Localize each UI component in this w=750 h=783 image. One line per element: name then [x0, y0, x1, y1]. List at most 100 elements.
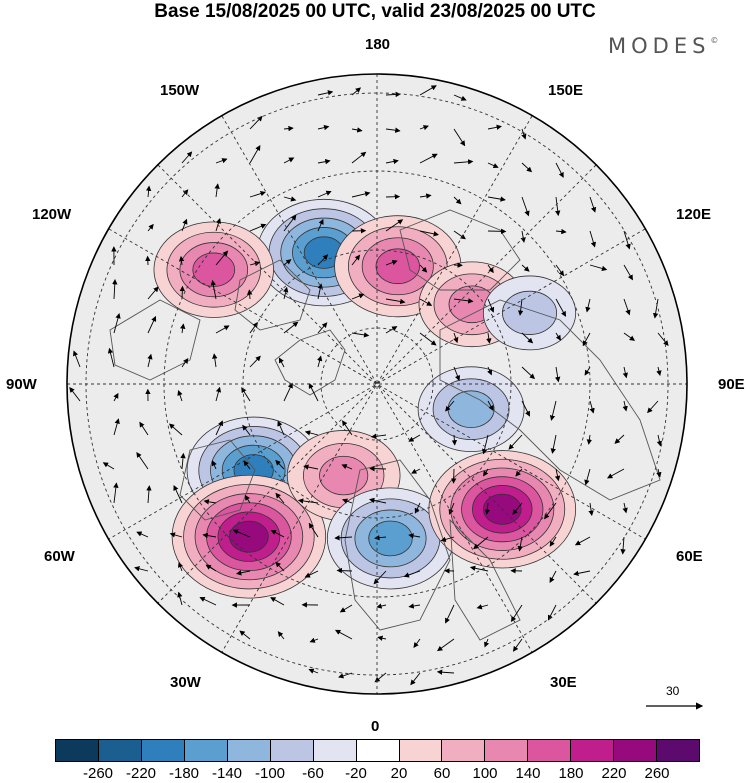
wind-vector — [411, 468, 421, 474]
anomaly-center — [326, 487, 455, 590]
wind-vector — [112, 278, 118, 300]
wind-vector — [419, 193, 432, 199]
wind-vector — [487, 264, 494, 274]
wind-vector — [484, 638, 490, 648]
wind-vector — [351, 332, 370, 338]
wind-vector — [102, 462, 115, 470]
wind-vector — [351, 254, 361, 266]
wind-vector — [512, 638, 523, 652]
wind-vector — [589, 264, 608, 272]
wind-vector — [652, 298, 659, 319]
anomaly-center — [153, 221, 274, 318]
colorbar-tick: 100 — [472, 765, 498, 782]
wind-vector — [403, 570, 421, 578]
colorbar-tick: -220 — [125, 765, 157, 782]
brand-mark: © — [710, 36, 719, 45]
wind-vector — [181, 151, 193, 164]
wind-vector — [555, 228, 567, 235]
wind-vector — [270, 529, 285, 538]
wind-vector — [487, 196, 506, 202]
wind-vector — [584, 468, 591, 486]
wind-vector — [181, 357, 189, 368]
wind-vector — [547, 604, 557, 621]
wind-vector — [215, 386, 222, 402]
wind-vector — [113, 392, 119, 402]
wind-vector — [370, 433, 387, 439]
wind-vector — [486, 332, 492, 344]
wind-vector — [342, 420, 353, 436]
wind-vector — [308, 382, 319, 402]
wind-vector — [521, 162, 533, 173]
wind-vector — [249, 223, 267, 232]
lon-label-120e: 120E — [676, 206, 712, 223]
wind-vector — [445, 604, 455, 624]
lon-label-150w: 150W — [160, 82, 200, 99]
wind-vector — [614, 434, 625, 444]
wind-vector — [235, 570, 251, 576]
lon-label-180: 180 — [365, 36, 391, 53]
wind-vector — [145, 185, 152, 198]
colorbar-swatch — [442, 740, 486, 761]
wind-vector — [487, 366, 493, 376]
wind-vector — [419, 153, 438, 164]
wind-vector — [451, 434, 458, 446]
colorbar-swatch — [98, 740, 142, 761]
wind-vector — [136, 451, 149, 470]
wind-vector — [385, 158, 399, 165]
anomaly-center — [482, 275, 577, 351]
wind-vector — [453, 366, 461, 381]
wind-vector — [622, 400, 628, 412]
wind-vector — [339, 604, 353, 613]
wind-vector — [205, 564, 217, 572]
wind-vector — [177, 561, 184, 572]
colorbar-swatch — [571, 740, 615, 761]
wind-vector — [249, 191, 266, 198]
wind-vector — [180, 323, 186, 334]
wind-vector — [623, 230, 631, 250]
wind-vector — [385, 219, 404, 232]
wind-vector — [377, 635, 387, 641]
wind-vector — [277, 420, 285, 436]
wind-vector — [334, 629, 353, 640]
lon-label-120w: 120W — [32, 206, 72, 223]
anomaly-contour — [502, 290, 558, 335]
anomaly-center — [417, 366, 525, 453]
reference-vector-label: 30 — [666, 684, 680, 698]
wind-vector — [249, 261, 261, 267]
wind-vector — [342, 498, 353, 504]
wind-vector — [113, 312, 121, 334]
wind-vector — [589, 230, 596, 248]
wind-vector-layer — [69, 85, 669, 686]
wind-vector — [549, 400, 557, 421]
wind-vector — [203, 499, 217, 505]
colorbar-tick: -60 — [302, 765, 324, 782]
wind-vector — [521, 128, 527, 140]
wind-vector — [622, 502, 628, 514]
wind-vector — [215, 325, 230, 334]
wind-vector — [243, 460, 251, 470]
colorbar-tick: -20 — [345, 765, 367, 782]
wind-vector — [574, 536, 591, 546]
wind-vector — [202, 532, 217, 539]
wind-vector — [244, 494, 251, 504]
wind-vector — [473, 536, 489, 550]
wind-vector — [484, 502, 490, 515]
colorbar-swatch — [657, 740, 700, 761]
colorbar-swatch — [184, 740, 228, 761]
colorbar-tick: 180 — [558, 765, 584, 782]
wind-vector — [656, 366, 662, 377]
wind-vector — [517, 298, 524, 316]
wind-vector — [453, 230, 466, 240]
wind-vector — [437, 638, 455, 652]
wind-vector — [317, 355, 323, 368]
wind-vector — [453, 128, 466, 147]
wind-vector — [308, 522, 319, 538]
wind-vector — [215, 420, 223, 436]
wind-vector — [304, 570, 319, 578]
wind-vector — [317, 90, 334, 96]
wind-vector — [408, 434, 421, 442]
wind-vector — [419, 125, 429, 131]
wind-vector — [277, 631, 285, 640]
wind-vector — [453, 332, 459, 344]
wind-vector — [517, 536, 523, 552]
